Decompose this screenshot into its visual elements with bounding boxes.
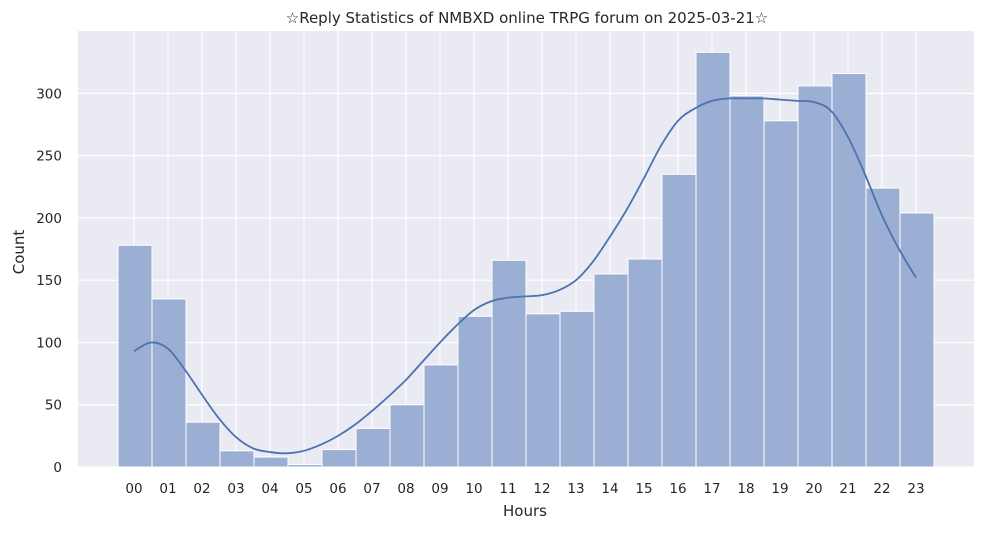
y-tick-label: 200 — [36, 211, 62, 227]
x-tick-label: 15 — [635, 481, 652, 497]
y-tick-label: 250 — [36, 149, 62, 165]
x-tick-label: 12 — [533, 481, 550, 497]
x-tick-label: 05 — [295, 481, 312, 497]
x-tick-label: 00 — [125, 481, 142, 497]
bar — [831, 72, 867, 468]
bar — [525, 313, 561, 468]
bar — [627, 258, 663, 468]
x-tick-label: 11 — [499, 481, 516, 497]
y-tick-label: 0 — [53, 460, 62, 476]
x-tick-label: 23 — [907, 481, 924, 497]
x-tick-label: 17 — [703, 481, 720, 497]
bar — [457, 315, 493, 468]
x-tick-label: 21 — [839, 481, 856, 497]
bar — [797, 85, 833, 468]
x-tick-label: 04 — [261, 481, 278, 497]
bar — [729, 95, 765, 468]
x-axis-label: Hours — [503, 502, 547, 520]
bar — [593, 273, 629, 468]
y-tick-labels: 0 50 100 150 200 250 300 — [36, 86, 62, 476]
bars — [117, 51, 935, 468]
bar — [423, 364, 459, 468]
chart-title: ☆Reply Statistics of NMBXD online TRPG f… — [286, 9, 769, 27]
x-tick-label: 20 — [805, 481, 822, 497]
y-tick-label: 300 — [36, 86, 62, 102]
bar — [321, 449, 357, 468]
x-tick-label: 19 — [771, 481, 788, 497]
bar — [661, 173, 697, 468]
y-tick-label: 100 — [36, 335, 62, 351]
x-tick-label: 07 — [363, 481, 380, 497]
bar — [117, 244, 153, 468]
bar — [253, 456, 289, 468]
x-tick-label: 01 — [159, 481, 176, 497]
x-tick-label: 06 — [329, 481, 346, 497]
x-tick-label: 13 — [567, 481, 584, 497]
bar — [899, 212, 935, 468]
x-tick-label: 03 — [227, 481, 244, 497]
bar — [763, 120, 799, 468]
y-tick-label: 150 — [36, 273, 62, 289]
x-tick-label: 22 — [873, 481, 890, 497]
bar — [865, 187, 901, 468]
bar — [559, 310, 595, 468]
bar — [219, 450, 255, 468]
bar — [491, 259, 527, 468]
x-tick-label: 14 — [601, 481, 618, 497]
kde-curve — [133, 97, 917, 455]
x-tick-labels: 00 01 02 03 04 05 06 07 08 09 10 11 12 13 14 15 16 17 18 19… — [125, 481, 924, 497]
x-tick-label: 02 — [193, 481, 210, 497]
bar — [389, 404, 425, 468]
x-tick-label: 09 — [431, 481, 448, 497]
bar — [287, 464, 323, 468]
bar — [695, 51, 731, 468]
bar — [355, 427, 391, 468]
x-tick-label: 08 — [397, 481, 414, 497]
x-tick-label: 16 — [669, 481, 686, 497]
y-tick-label: 50 — [45, 398, 62, 414]
y-axis-label: Count — [10, 230, 28, 275]
x-tick-label: 10 — [465, 481, 482, 497]
bar — [151, 298, 187, 468]
bar — [185, 421, 221, 468]
x-tick-label: 18 — [737, 481, 754, 497]
